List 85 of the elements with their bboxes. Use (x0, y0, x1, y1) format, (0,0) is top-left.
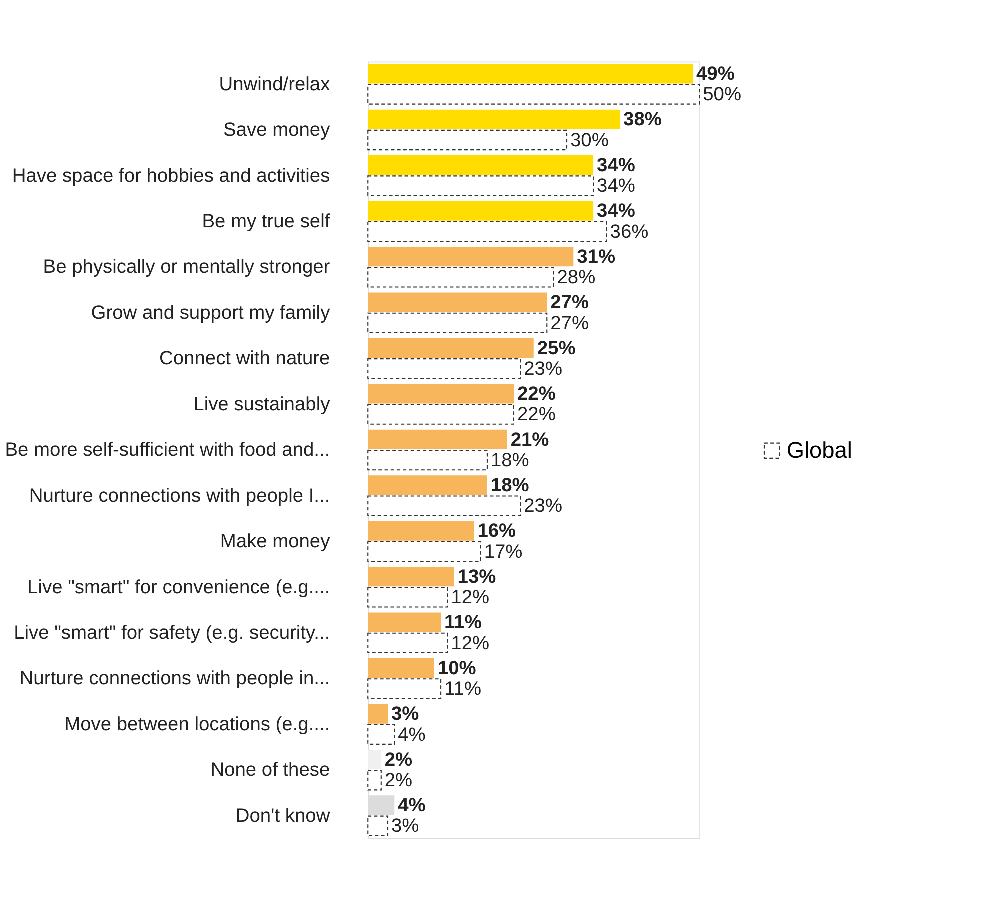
y-tick-label: Make money (220, 532, 331, 553)
data-label: 13% (458, 566, 496, 588)
bar (368, 156, 594, 176)
data-label: 18% (490, 450, 530, 472)
data-label: 22% (517, 384, 556, 406)
data-label: 23% (524, 496, 563, 518)
y-tick-label: Unwind/relax (219, 74, 331, 96)
bar (368, 770, 382, 791)
data-label: 10% (438, 658, 476, 680)
bar (368, 221, 608, 242)
bar (368, 246, 574, 267)
data-label: 49% (696, 64, 735, 85)
bar (368, 704, 388, 724)
bar (368, 64, 693, 84)
data-label: 23% (524, 358, 563, 380)
bar (368, 404, 515, 425)
bar (368, 658, 434, 678)
bar (368, 84, 700, 105)
bar (368, 724, 396, 745)
y-tick-label: None of these (210, 760, 330, 782)
bar (368, 587, 448, 608)
data-label: 38% (624, 110, 662, 131)
data-label: 2% (384, 770, 413, 792)
bar (368, 430, 508, 450)
bar (368, 358, 522, 380)
y-tick-label: Save money (224, 120, 331, 142)
data-label: 25% (537, 338, 576, 360)
data-label: 36% (610, 222, 649, 243)
data-label: 28% (557, 268, 596, 289)
data-label: 34% (597, 201, 636, 222)
bar (368, 267, 554, 288)
bar (368, 816, 389, 836)
legend-label: Global (786, 436, 852, 463)
data-label: 16% (478, 521, 516, 542)
data-label: 31% (577, 246, 616, 268)
y-tick-label: Have space for hobbies and activities (12, 166, 330, 187)
data-label: 17% (484, 542, 523, 563)
y-tick-label: Be more self-sufficient with food and... (5, 440, 330, 462)
bar (368, 312, 548, 334)
bar (368, 292, 548, 312)
bar (368, 632, 448, 654)
data-label: 11% (444, 612, 482, 634)
data-label: 18% (490, 476, 530, 497)
y-tick-label: Connect with nature (160, 348, 330, 370)
data-label: 4% (398, 796, 426, 817)
y-tick-label: Live sustainably (194, 394, 331, 416)
data-label: 4% (398, 724, 426, 746)
bar (368, 450, 488, 471)
data-label: 21% (510, 430, 550, 451)
y-tick-label: Live "smart" for safety (e.g. security... (14, 623, 330, 644)
data-label: 50% (703, 84, 742, 106)
data-label: 30% (570, 130, 609, 152)
bar (368, 476, 488, 496)
bar (368, 338, 534, 358)
bar (368, 201, 594, 221)
bar (368, 176, 594, 196)
y-tick-label: Grow and support my family (91, 302, 331, 324)
bar (368, 521, 474, 541)
y-tick-label: Nurture connections with people I... (29, 486, 330, 507)
bar (368, 130, 568, 151)
data-label: 34% (597, 155, 636, 176)
y-tick-label: Nurture connections with people in... (20, 668, 330, 690)
data-label: 12% (451, 588, 490, 609)
data-label: 22% (517, 404, 556, 426)
data-label: 34% (597, 176, 636, 198)
y-tick-label: Be my true self (202, 211, 331, 232)
y-tick-label: Move between locations (e.g.... (64, 714, 330, 736)
data-label: 3% (392, 704, 420, 726)
bar (368, 384, 514, 404)
bar (368, 750, 382, 770)
bar (368, 567, 454, 587)
data-label: 11% (444, 679, 482, 700)
bar (368, 678, 442, 700)
data-label: 27% (550, 292, 590, 314)
bar (368, 612, 442, 632)
bar (368, 541, 482, 562)
y-tick-label: Be physically or mentally stronger (43, 257, 331, 278)
y-tick-label: Don't know (236, 806, 330, 827)
y-tick-label: Live "smart" for convenience (e.g.... (28, 577, 330, 598)
data-label: 12% (451, 633, 490, 654)
data-label: 3% (392, 816, 420, 838)
bar (368, 110, 620, 130)
data-label: 2% (384, 750, 413, 771)
data-label: 27% (550, 313, 590, 334)
bar (368, 496, 522, 516)
